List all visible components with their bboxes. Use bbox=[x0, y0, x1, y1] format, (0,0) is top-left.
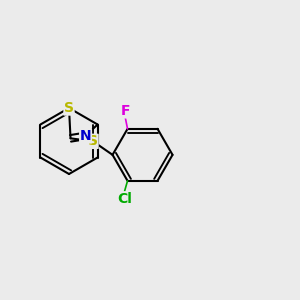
Text: S: S bbox=[88, 134, 98, 148]
Text: Cl: Cl bbox=[117, 192, 132, 206]
Text: F: F bbox=[120, 104, 130, 118]
Text: N: N bbox=[80, 129, 92, 143]
Text: S: S bbox=[64, 101, 74, 115]
